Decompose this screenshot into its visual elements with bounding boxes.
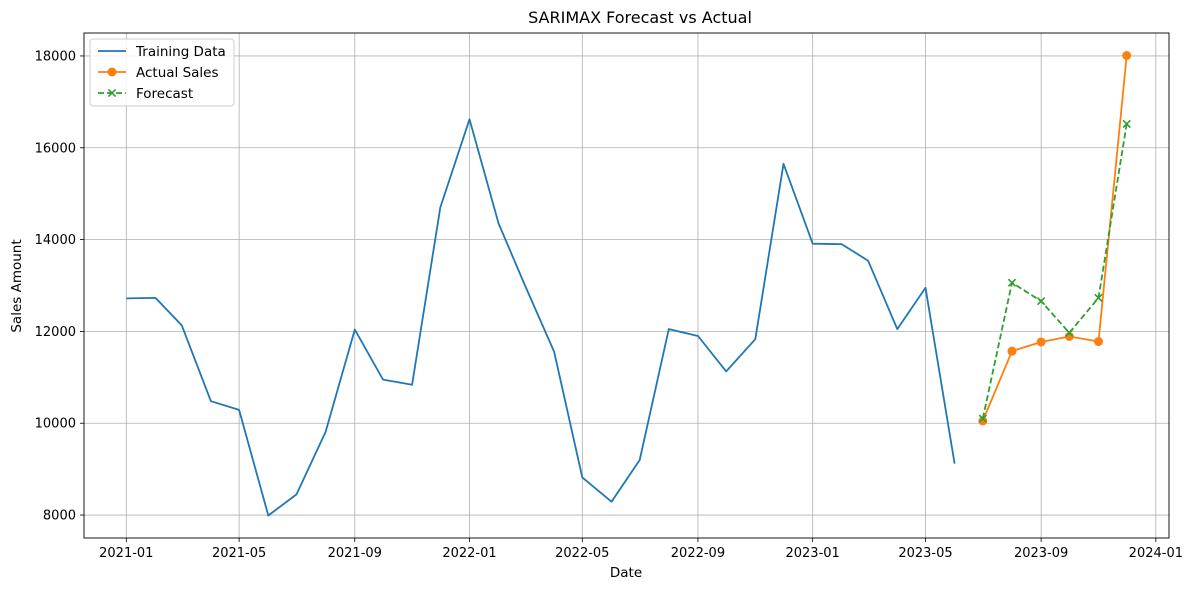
x-axis-ticks: 2021-01 2021-05 2021-09 2022-01 2022-05 2022-…: [99, 538, 1183, 561]
series-0: [126, 118, 956, 517]
y-axis-title: Sales Amount: [9, 239, 25, 332]
x-tick-label: 2023-09: [1014, 546, 1068, 561]
data-point: [978, 416, 988, 426]
x-tick-label: 2022-01: [442, 546, 496, 561]
legend-label: Training Data: [135, 44, 226, 60]
data-point: [1122, 119, 1131, 129]
series-line: [981, 123, 1128, 419]
legend-marker: [107, 88, 117, 98]
grid: [84, 33, 1169, 538]
data-point: [1036, 337, 1046, 347]
legend-label: Actual Sales: [136, 65, 219, 81]
y-tick-label: 18000: [35, 49, 76, 64]
x-tick-label: 2024-01: [1129, 546, 1183, 561]
legend-entry: Forecast: [98, 86, 193, 102]
y-tick-label: 8000: [43, 509, 76, 524]
y-tick-label: 10000: [35, 417, 76, 432]
series-layer: [126, 50, 1132, 517]
x-tick-label: 2023-01: [785, 546, 839, 561]
series-1: [978, 50, 1132, 426]
legend: Training Data Actual Sales Forecast: [89, 38, 235, 107]
x-tick-label: 2022-09: [671, 546, 725, 561]
data-point: [1065, 328, 1074, 337]
y-axis-ticks: 8000 10000 12000 14000 16000 18000: [35, 49, 84, 524]
data-point: [1122, 50, 1132, 60]
x-tick-label: 2023-05: [898, 546, 952, 561]
x-tick-label: 2021-01: [99, 546, 153, 561]
data-point: [978, 414, 988, 423]
chart-title: SARIMAX Forecast vs Actual: [528, 8, 752, 27]
y-tick-label: 16000: [35, 141, 76, 156]
legend-entry: Training Data: [98, 44, 226, 60]
legend-label: Forecast: [136, 86, 193, 102]
data-point: [1094, 293, 1103, 303]
data-point: [1036, 296, 1046, 306]
series-2: [978, 119, 1131, 423]
legend-box: [89, 38, 235, 107]
series-line: [981, 55, 1128, 422]
data-point: [1007, 278, 1017, 287]
legend-marker: [107, 67, 117, 77]
x-tick-label: 2021-09: [328, 546, 382, 561]
x-axis-title: Date: [610, 565, 642, 581]
x-tick-label: 2022-05: [555, 546, 609, 561]
data-point: [1007, 346, 1017, 356]
legend-entry: Actual Sales: [98, 65, 219, 81]
series-line: [126, 118, 956, 517]
data-point: [1093, 337, 1103, 347]
plot-frame: [83, 32, 1170, 539]
y-tick-label: 12000: [35, 325, 76, 340]
y-tick-label: 14000: [35, 233, 76, 248]
x-tick-label: 2021-05: [212, 546, 266, 561]
